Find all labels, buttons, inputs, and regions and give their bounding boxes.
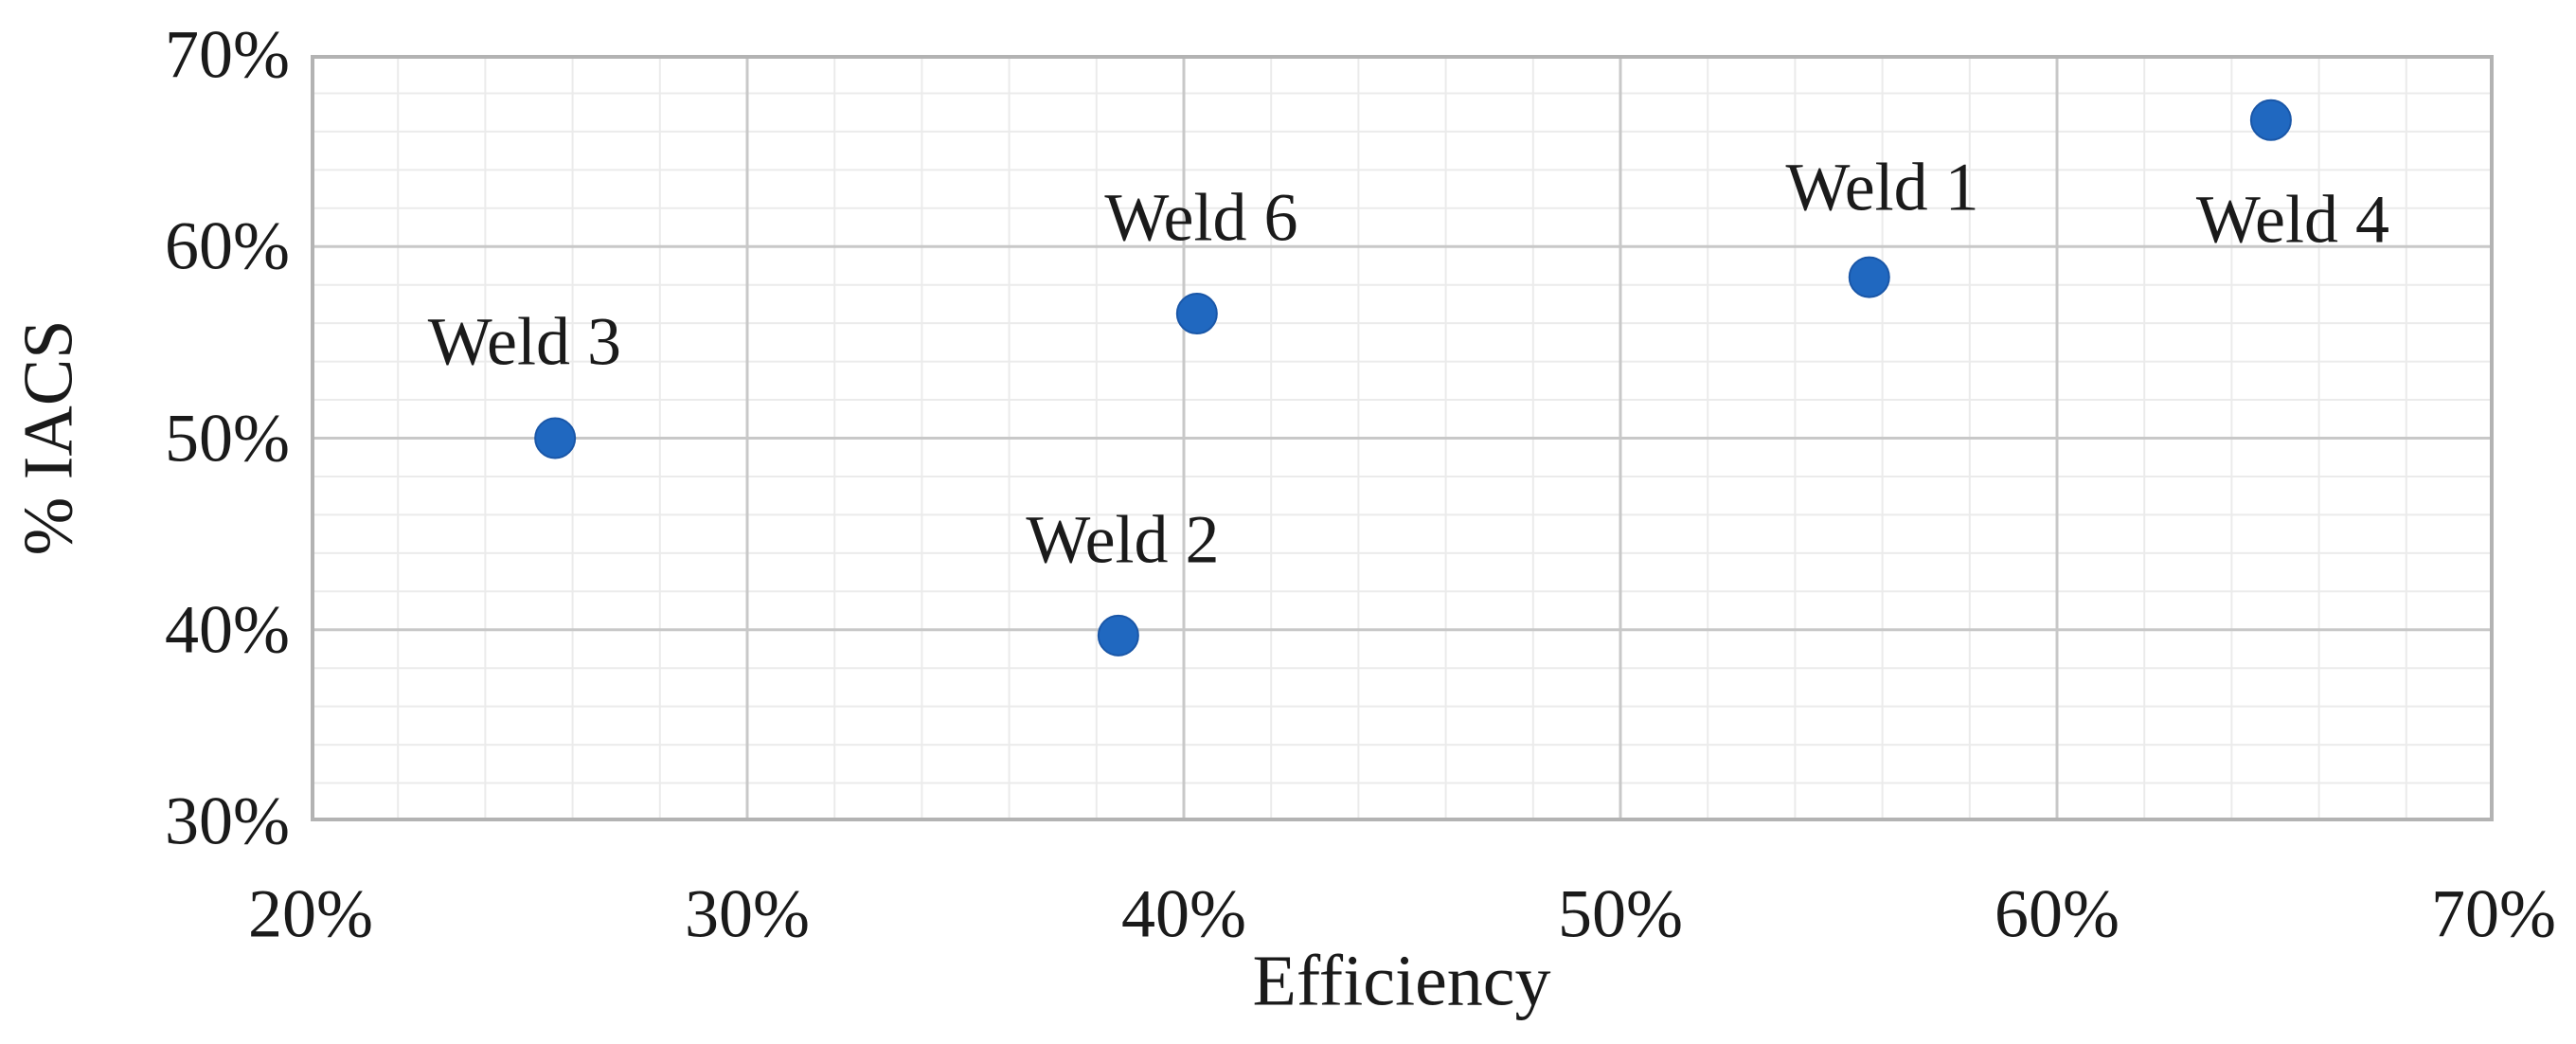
x-tick-label: 40% <box>1121 875 1246 952</box>
y-tick-label: 60% <box>165 207 290 284</box>
y-tick-label: 30% <box>165 783 290 859</box>
x-tick-label: 70% <box>2431 875 2556 952</box>
data-point-weld-6 <box>1175 293 1218 335</box>
point-label-weld-3: Weld 3 <box>427 303 621 380</box>
chart-canvas <box>311 55 2494 821</box>
x-tick-label: 50% <box>1558 875 1683 952</box>
data-point-weld-2 <box>1097 614 1139 657</box>
point-label-weld-2: Weld 2 <box>1026 501 1220 578</box>
y-tick-label: 50% <box>165 400 290 476</box>
y-tick-label: 40% <box>165 591 290 668</box>
plot-border <box>311 55 2494 821</box>
data-point-weld-1 <box>1848 256 1890 298</box>
x-tick-label: 20% <box>248 875 373 952</box>
data-point-weld-3 <box>534 417 577 459</box>
y-tick-label: 70% <box>165 16 290 93</box>
x-tick-label: 30% <box>685 875 810 952</box>
point-label-weld-1: Weld 1 <box>1785 149 1979 225</box>
plot-area <box>311 55 2494 821</box>
x-axis-title: Efficiency <box>1252 941 1551 1021</box>
y-axis-title: % IACS <box>9 319 88 556</box>
point-label-weld-6: Weld 6 <box>1104 179 1298 256</box>
point-label-weld-4: Weld 4 <box>2195 181 2390 258</box>
x-tick-label: 60% <box>1995 875 2120 952</box>
data-point-weld-4 <box>2249 99 2292 141</box>
